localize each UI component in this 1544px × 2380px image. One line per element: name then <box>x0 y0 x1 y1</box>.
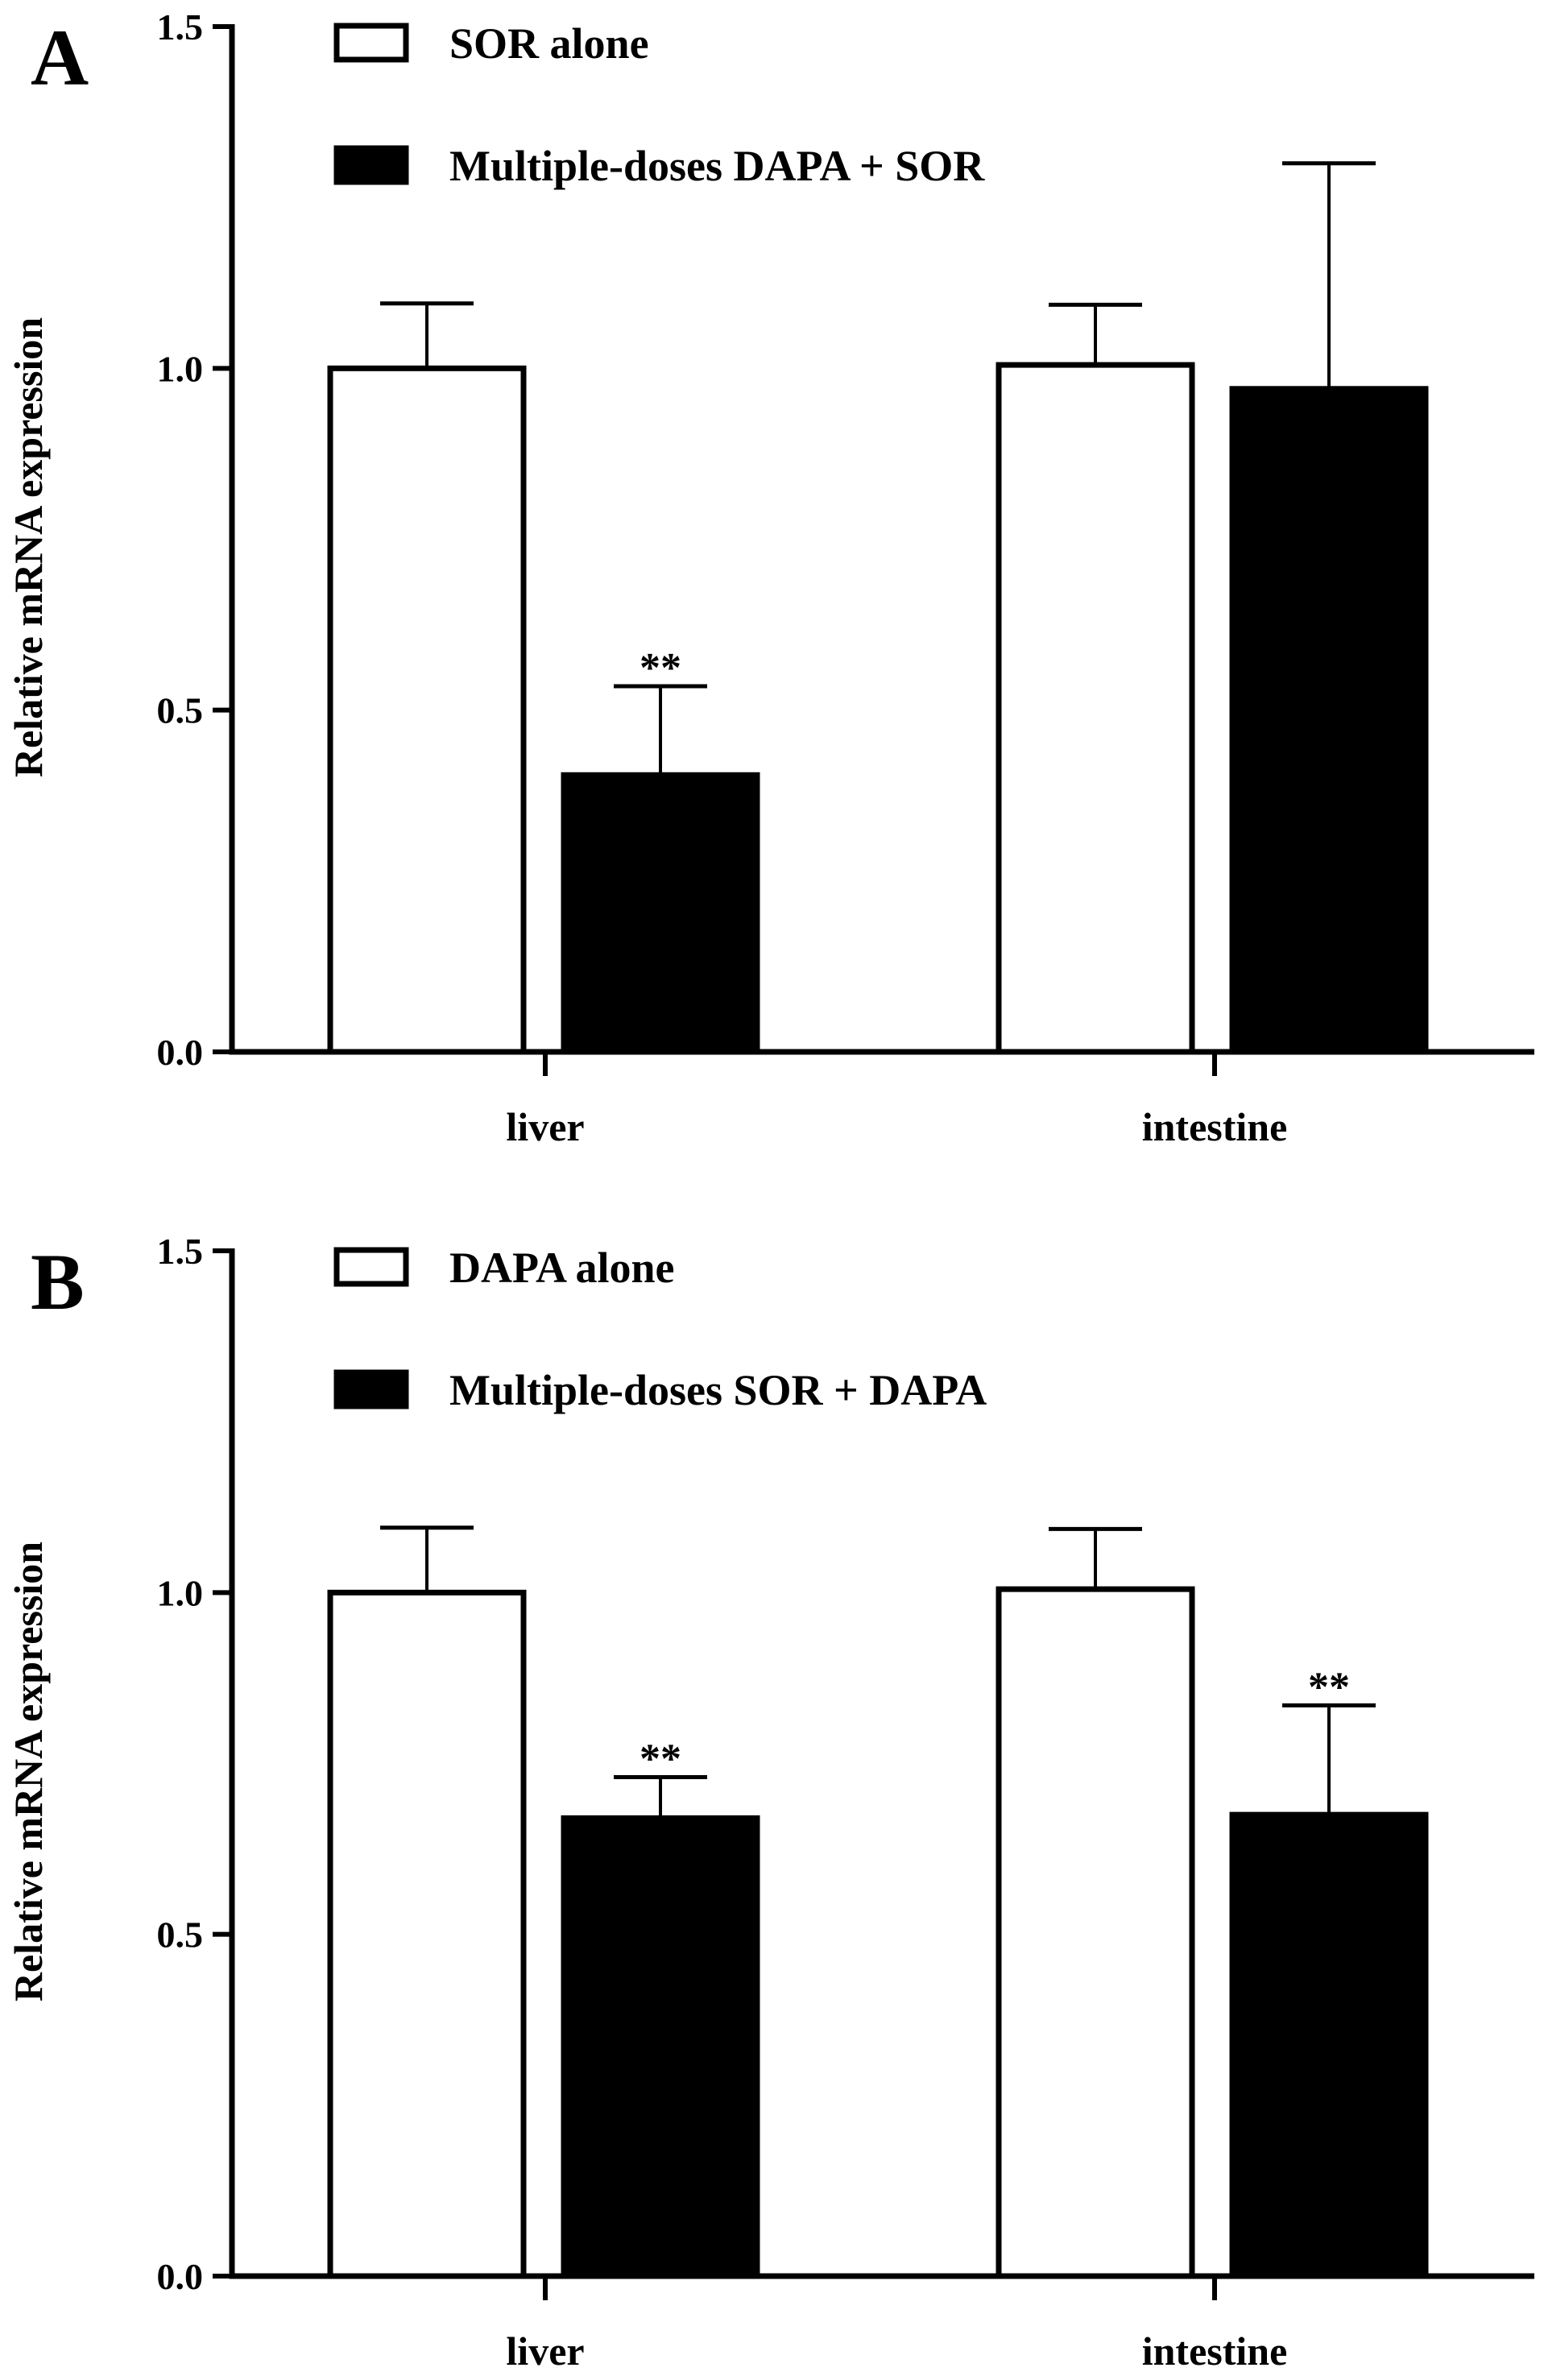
y-tick-label: 0.0 <box>157 1032 204 1073</box>
legend-entry: Multiple-doses DAPA + SOR <box>449 142 985 190</box>
panel-label: B <box>31 1237 85 1327</box>
bar <box>1229 1811 1429 2279</box>
panel-label: A <box>31 13 89 102</box>
legend-entry: SOR alone <box>449 19 649 68</box>
significance-label: ** <box>640 645 681 691</box>
x-tick-label: intestine <box>1142 2328 1288 2374</box>
y-tick-label: 1.0 <box>157 1572 204 1613</box>
legend-swatch <box>333 1247 409 1287</box>
legend-swatch <box>333 1369 409 1409</box>
legend-swatch <box>333 145 409 185</box>
bar <box>327 365 527 1055</box>
significance-label: ** <box>1308 1664 1350 1710</box>
x-tick-label: liver <box>506 1104 584 1149</box>
bar <box>996 1586 1195 2279</box>
y-axis-label: Relative mRNA expression <box>6 1542 51 2001</box>
x-tick-label: liver <box>506 2328 584 2374</box>
y-tick-label: 1.5 <box>157 6 204 48</box>
bar <box>1229 386 1429 1055</box>
panel-b: ** ** 0.0 0.5 1.0 1.5 liver intestine Relative m… <box>6 1231 1534 2374</box>
bar <box>561 1815 760 2279</box>
significance-label: ** <box>640 1736 681 1782</box>
y-tick-label: 0.0 <box>157 2256 204 2297</box>
y-tick-label: 0.5 <box>157 1914 204 1956</box>
bar <box>996 362 1195 1055</box>
legend-swatch <box>333 23 409 63</box>
y-axis-label: Relative mRNA expression <box>6 317 51 777</box>
y-tick-label: 1.0 <box>157 348 204 389</box>
y-tick-label: 1.5 <box>157 1231 204 1272</box>
legend-entry: DAPA alone <box>449 1244 675 1292</box>
bar <box>327 1589 527 2279</box>
bar <box>561 772 760 1055</box>
panel-a: ** 0.0 0.5 1.0 1.5 liver intestine Relative mRN… <box>6 6 1534 1149</box>
legend-entry: Multiple-doses SOR + DAPA <box>449 1366 987 1414</box>
x-tick-label: intestine <box>1142 1104 1288 1149</box>
y-tick-label: 0.5 <box>157 690 204 731</box>
